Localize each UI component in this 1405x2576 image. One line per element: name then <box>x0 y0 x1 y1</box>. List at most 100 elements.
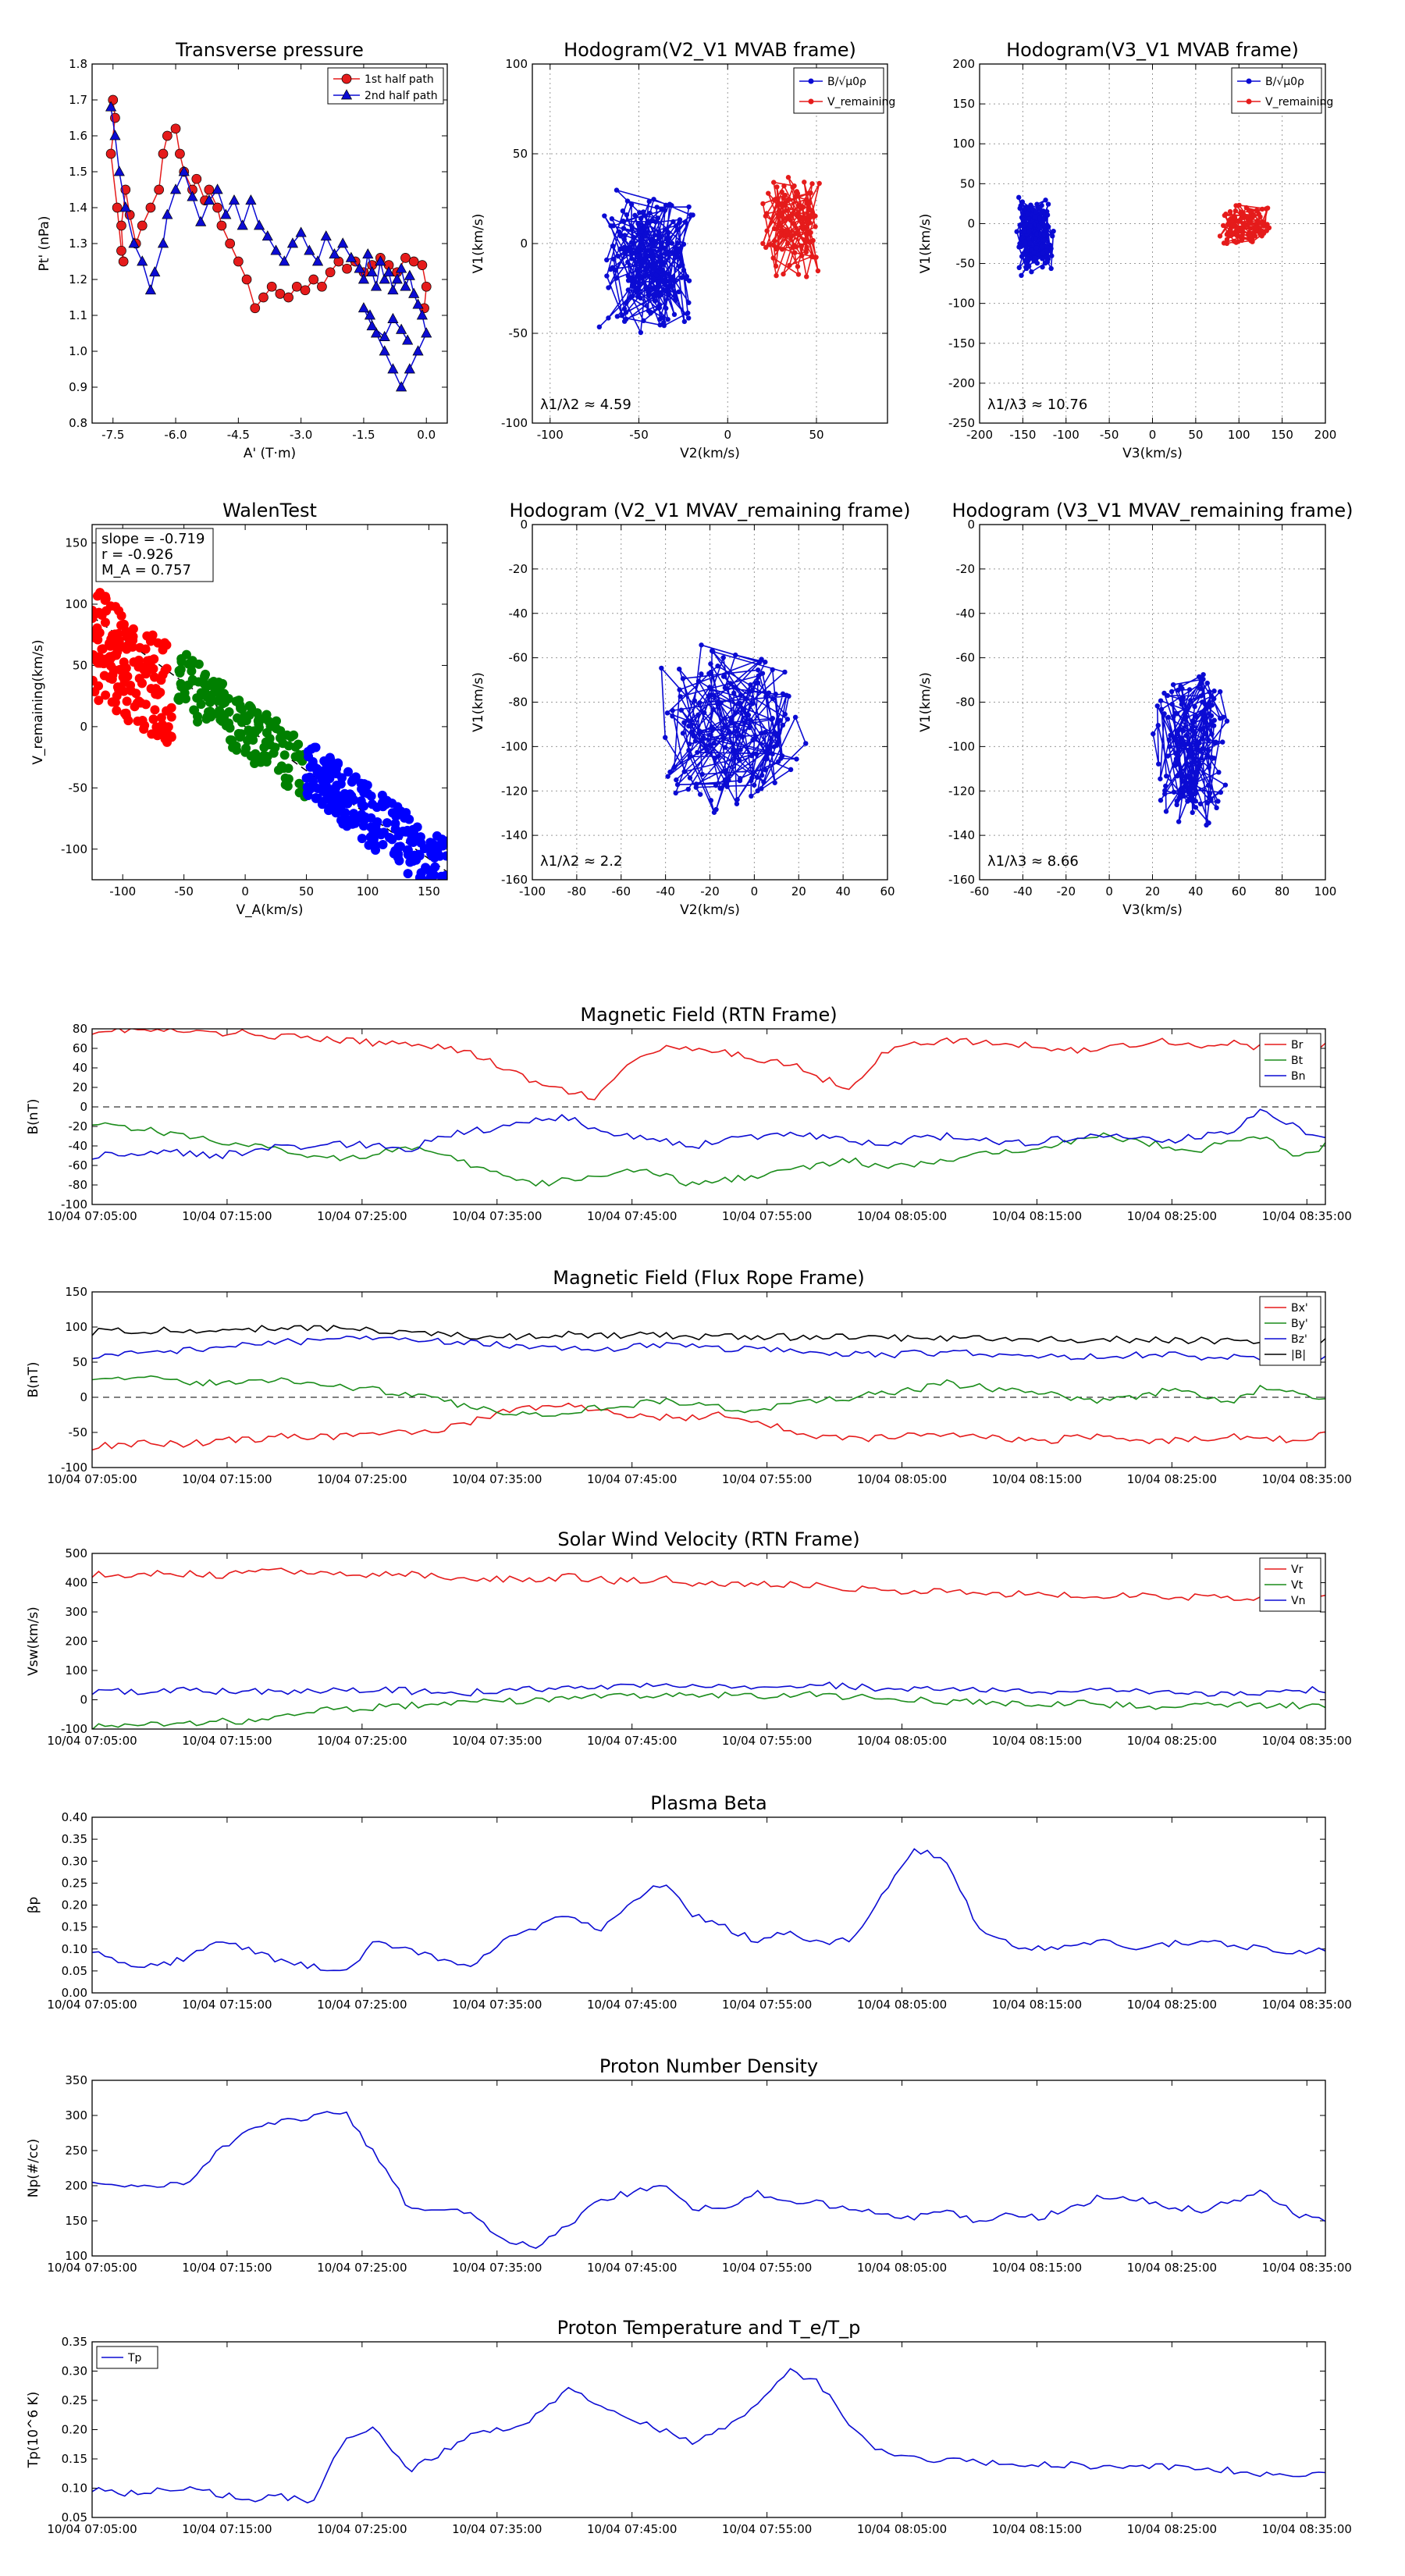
trajectory-point <box>1040 256 1045 262</box>
trajectory-point <box>1026 237 1032 242</box>
trajectory-point <box>1029 269 1034 275</box>
y-tick-label: 1.3 <box>69 237 87 251</box>
trajectory-point <box>625 273 631 279</box>
x-tick-label: 20 <box>1145 884 1160 898</box>
axes-frame <box>91 1816 1326 1994</box>
trajectory-line-0 <box>660 644 807 813</box>
chart-vsw: -100 0 100 200 300 400 500 Solar Wind Velocity … <box>26 1528 1352 1748</box>
x-tick-label: 10/04 08:35:00 <box>1262 1209 1352 1223</box>
trajectory-point <box>674 781 681 788</box>
trajectory-point <box>666 292 671 298</box>
chart-title: Magnetic Field (RTN Frame) <box>580 1004 837 1026</box>
textbox-frame <box>95 528 214 582</box>
x-tick-label: 10/04 08:05:00 <box>857 1209 947 1223</box>
trajectory-point <box>617 233 624 239</box>
trajectory-point <box>761 779 767 785</box>
data-point <box>144 284 157 295</box>
trajectory-point <box>1027 240 1033 246</box>
chart-walen-test: -100 -50 0 50 100 150 -100 -50 0 50 100 150 WalenTes… <box>30 500 448 918</box>
trajectory-point <box>1039 202 1044 208</box>
scatter-point <box>247 703 257 713</box>
data-point <box>109 130 121 141</box>
trajectory-point <box>783 215 788 221</box>
trajectory-point <box>661 322 667 329</box>
chart-hodo_v3v1_rem: -60 -40 -20 0 20 40 60 80 100 -160 -140 -120 -100 -80… <box>918 500 1353 918</box>
scatter-point <box>176 656 187 667</box>
y-tick-label: 0.20 <box>62 1898 87 1912</box>
trajectory-point <box>686 204 692 210</box>
scatter-point <box>114 606 124 616</box>
data-point <box>149 266 161 277</box>
trajectory-point <box>1236 228 1242 234</box>
trajectory-point <box>654 205 660 210</box>
x-tick-label: 50 <box>299 884 314 898</box>
trajectory-point <box>1198 678 1204 685</box>
trajectory-point <box>641 280 646 286</box>
trajectory-point <box>759 731 764 736</box>
trajectory-point <box>680 676 686 681</box>
axes-frame <box>91 524 448 881</box>
trajectory-point <box>699 771 705 777</box>
scatter-point <box>180 694 190 704</box>
trajectory-point <box>1165 714 1172 720</box>
trajectory-point <box>778 231 784 237</box>
legend-box <box>96 2346 158 2369</box>
y-tick-label: -20 <box>509 562 528 576</box>
trajectory-point <box>684 274 690 279</box>
textbox-line: M_A = 0.757 <box>101 562 191 578</box>
x-tick-label: 150 <box>1271 428 1293 442</box>
chart-np: 100 150 200 250 300 350 Proton Number Density N… <box>26 2055 1352 2275</box>
trajectory-point <box>774 184 780 190</box>
y-axis-label: V1(km/s) <box>918 672 934 732</box>
trajectory-point <box>754 774 760 780</box>
trajectory-point <box>622 250 628 255</box>
data-point <box>400 253 411 263</box>
trajectory-point <box>667 769 673 775</box>
scatter-point <box>133 662 144 672</box>
trajectory-point <box>628 201 635 208</box>
series-line-Br <box>92 1029 1325 1101</box>
data-point <box>362 248 374 259</box>
x-axis-label: V3(km/s) <box>1122 446 1183 461</box>
legend-label: B/√μ0ρ <box>1265 76 1304 88</box>
trajectory-point <box>638 229 644 235</box>
trajectory-point <box>635 221 641 226</box>
trajectory-point <box>808 229 813 236</box>
x-tick-label: 50 <box>809 428 823 442</box>
y-tick-label: -100 <box>61 1461 87 1475</box>
data-point <box>169 183 182 194</box>
data-point <box>228 194 240 205</box>
axes-frame <box>532 524 888 881</box>
trajectory-point <box>1181 740 1186 745</box>
y-tick-label: 100 <box>65 2249 87 2263</box>
trajectory-point <box>1245 214 1251 219</box>
trajectory-point <box>610 243 616 249</box>
trajectory-point <box>1232 208 1239 214</box>
y-tick-label: -60 <box>509 651 528 665</box>
trajectory-point <box>780 691 786 697</box>
trajectory-point <box>766 690 772 696</box>
data-point <box>416 309 428 320</box>
data-point <box>118 256 129 267</box>
data-point <box>342 263 352 274</box>
trajectory-point <box>770 667 775 673</box>
trajectory-point <box>673 297 679 302</box>
scatter-point <box>223 694 233 704</box>
trajectory-point <box>677 219 682 226</box>
data-point <box>325 267 336 278</box>
trajectory-point <box>596 324 603 330</box>
scatter-point <box>387 808 397 818</box>
scatter-point <box>100 617 110 628</box>
trajectory-point <box>624 301 629 306</box>
trajectory-point <box>1023 265 1029 270</box>
y-tick-label: 0.9 <box>69 380 87 394</box>
data-point <box>320 230 332 241</box>
x-tick-label: 10/04 07:05:00 <box>47 1998 137 2012</box>
x-tick-label: 10/04 07:15:00 <box>182 1998 272 2012</box>
trajectory-point <box>1044 244 1050 250</box>
trajectory-point <box>1174 802 1179 808</box>
trajectory-line-0 <box>1152 673 1228 826</box>
trajectory-point <box>809 254 814 259</box>
x-tick-label: 10/04 08:05:00 <box>857 2261 947 2275</box>
trajectory-point <box>753 751 759 756</box>
